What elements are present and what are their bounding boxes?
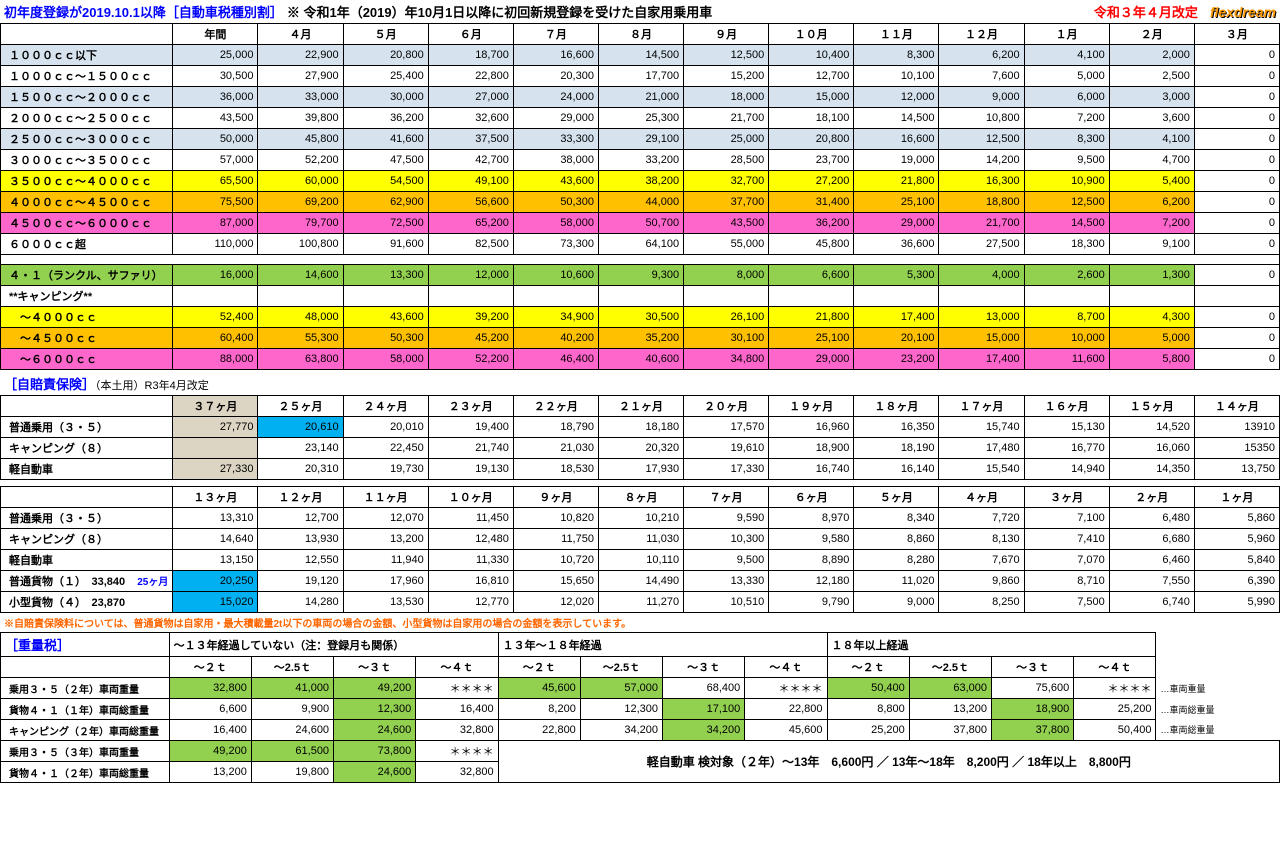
logo: flexdream bbox=[1210, 4, 1276, 20]
revision: 令和３年４月改定 bbox=[1094, 2, 1198, 21]
ins-row: 小型貨物（４） 23,87015,02014,28013,53012,77012… bbox=[1, 592, 1280, 613]
tax-row: ６０００ｃｃ超110,000100,80091,60082,50073,3006… bbox=[1, 234, 1280, 255]
tax-header-row: 年間４月５月６月７月８月９月１０月１１月１２月１月２月３月 bbox=[1, 24, 1280, 45]
tax-row: ～４５００ｃｃ60,40055,30050,30045,20040,20035,… bbox=[1, 328, 1280, 349]
title-blue: 初年度登録が2019.10.1以降 bbox=[4, 2, 166, 21]
title-bracket: ［自動車税種別割］ bbox=[166, 2, 283, 21]
insurance-table-2: １３ヶ月１２ヶ月１１ヶ月１０ヶ月９ヶ月８ヶ月７ヶ月６ヶ月５ヶ月４ヶ月３ヶ月２ヶ月… bbox=[0, 486, 1280, 613]
tax-row: ４５００ｃｃ～６０００ｃｃ87,00079,70072,50065,20058,… bbox=[1, 213, 1280, 234]
weight-title: ［重量税］ bbox=[1, 633, 170, 657]
ins-row: キャンピング（８）23,14022,45021,74021,03020,3201… bbox=[1, 438, 1280, 459]
tax-row: １０００ｃｃ～１５００ｃｃ30,50027,90025,40022,80020,… bbox=[1, 66, 1280, 87]
weight-row: 貨物４・１（１年）車両総重量6,6009,90012,30016,4008,20… bbox=[1, 699, 1280, 720]
weight-row: 乗用３・５（３年）車両重量49,20061,50073,800＊＊＊＊軽自動車 … bbox=[1, 741, 1280, 762]
tax-row: ３０００ｃｃ～３５００ｃｃ57,00052,20047,50042,70038,… bbox=[1, 150, 1280, 171]
camping-label-row: **キャンピング** bbox=[1, 286, 1280, 307]
kei-note: 軽自動車 検対象（２年）～13年 6,600円 ／ 13年～18年 8,200円… bbox=[498, 741, 1279, 783]
insurance-footnote: ※自賠責保険料については、普通貨物は自家用・最大積載量2t以下の車両の場合の金額… bbox=[0, 613, 1280, 632]
weight-row: キャンピング（２年）車両総重量16,40024,60024,60032,8002… bbox=[1, 720, 1280, 741]
page-header: 初年度登録が2019.10.1以降 ［自動車税種別割］ ※ 令和1年（2019）… bbox=[0, 0, 1280, 23]
ins-row: 普通貨物（１） 33,84025ヶ月20,25019,12017,96016,8… bbox=[1, 571, 1280, 592]
title-note: ※ 令和1年（2019）年10月1日以降に初回新規登録を受けた自家用乗用車 bbox=[287, 2, 712, 21]
tax-row: ２５００ｃｃ～３０００ｃｃ50,00045,80041,60037,50033,… bbox=[1, 129, 1280, 150]
insurance-title: ［自賠責保険］（本土用）R3年4月改定 bbox=[0, 370, 1280, 395]
tax-row: ３５００ｃｃ～４０００ｃｃ65,50060,00054,50049,10043,… bbox=[1, 171, 1280, 192]
ins-row: キャンピング（８）14,64013,93013,20012,48011,7501… bbox=[1, 529, 1280, 550]
weight-table: ［重量税］～１３年経過していない（注：登録月も関係）１３年～１８年経過１８年以上… bbox=[0, 632, 1280, 783]
insurance-table-1: ３７ヶ月２５ヶ月２４ヶ月２３ヶ月２２ヶ月２１ヶ月２０ヶ月１９ヶ月１８ヶ月１７ヶ月… bbox=[0, 395, 1280, 480]
tax-row: ２０００ｃｃ～２５００ｃｃ43,50039,80036,20032,60029,… bbox=[1, 108, 1280, 129]
tax-row: １０００ｃｃ以下25,00022,90020,80018,70016,60014… bbox=[1, 45, 1280, 66]
tax-row: ～６０００ｃｃ88,00063,80058,00052,20046,40040,… bbox=[1, 349, 1280, 370]
ins-row: 普通乗用（３・５）27,77020,61020,01019,40018,7901… bbox=[1, 417, 1280, 438]
tax-row: ４・１（ランクル、サファリ）16,00014,60013,30012,00010… bbox=[1, 265, 1280, 286]
tax-row: １５００ｃｃ～２０００ｃｃ36,00033,00030,00027,00024,… bbox=[1, 87, 1280, 108]
tax-table: 年間４月５月６月７月８月９月１０月１１月１２月１月２月３月１０００ｃｃ以下25,… bbox=[0, 23, 1280, 370]
weight-row: 乗用３・５（２年）車両重量32,80041,00049,200＊＊＊＊45,60… bbox=[1, 678, 1280, 699]
ins-row: 軽自動車13,15012,55011,94011,33010,72010,110… bbox=[1, 550, 1280, 571]
tax-row: ～４０００ｃｃ52,40048,00043,60039,20034,90030,… bbox=[1, 307, 1280, 328]
ins-row: 普通乗用（３・５）13,31012,70012,07011,45010,8201… bbox=[1, 508, 1280, 529]
tax-row: ４０００ｃｃ～４５００ｃｃ75,50069,20062,90056,60050,… bbox=[1, 192, 1280, 213]
ins-row: 軽自動車27,33020,31019,73019,13018,53017,930… bbox=[1, 459, 1280, 480]
